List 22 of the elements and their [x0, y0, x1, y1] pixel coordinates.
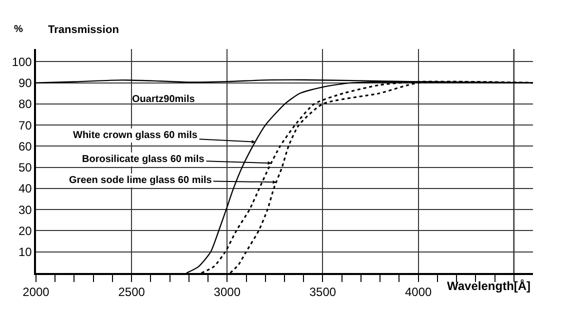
annotation: White crown glass 60 mils	[73, 130, 198, 141]
annotation: Green sode lime glass 60 mils	[69, 175, 212, 186]
y-axis-title: %	[14, 24, 23, 35]
y-tick-label: 10	[18, 245, 32, 260]
x-axis-title: Wavelength[Å]	[447, 279, 531, 293]
y-tick-label: 40	[18, 182, 32, 196]
y-tick-label: 60	[18, 139, 32, 154]
y-tick-label: 70	[18, 118, 32, 132]
x-tick-label: 4000	[404, 285, 432, 300]
chart-title: Transmission	[48, 24, 120, 36]
y-tick-label: 90	[18, 76, 32, 90]
x-tick-label: 2000	[22, 285, 50, 300]
y-tick-label: 100	[12, 54, 32, 69]
y-tick-label: 50	[18, 160, 32, 175]
y-tick-label: 30	[18, 202, 32, 217]
x-tick-label: 3000	[214, 285, 241, 300]
y-tick-label: 80	[18, 97, 32, 112]
annotation: Borosilicate glass 60 mils	[82, 154, 205, 165]
x-tick-label: 2500	[118, 285, 146, 300]
x-tick-label: 3500	[309, 285, 336, 300]
y-tick-label: 20	[18, 224, 32, 238]
annotation: Ouartz90mils	[132, 94, 196, 105]
